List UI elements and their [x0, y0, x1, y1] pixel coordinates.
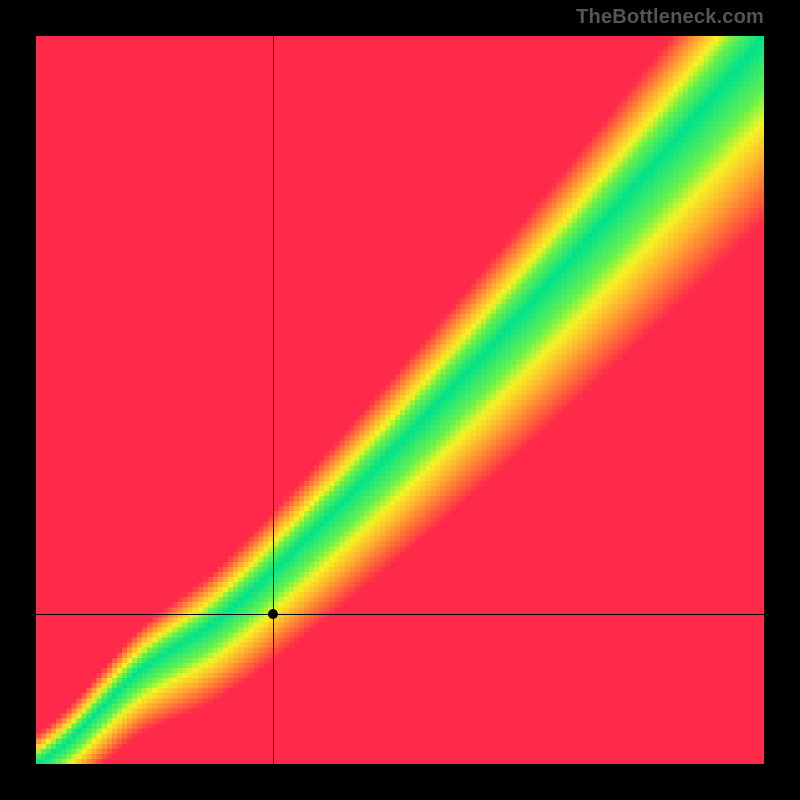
watermark-text: TheBottleneck.com [576, 6, 764, 29]
heatmap-canvas [36, 36, 764, 764]
crosshair-vertical [273, 36, 274, 764]
crosshair-horizontal [36, 614, 764, 615]
plot-area [36, 36, 764, 764]
crosshair-marker [268, 609, 278, 619]
